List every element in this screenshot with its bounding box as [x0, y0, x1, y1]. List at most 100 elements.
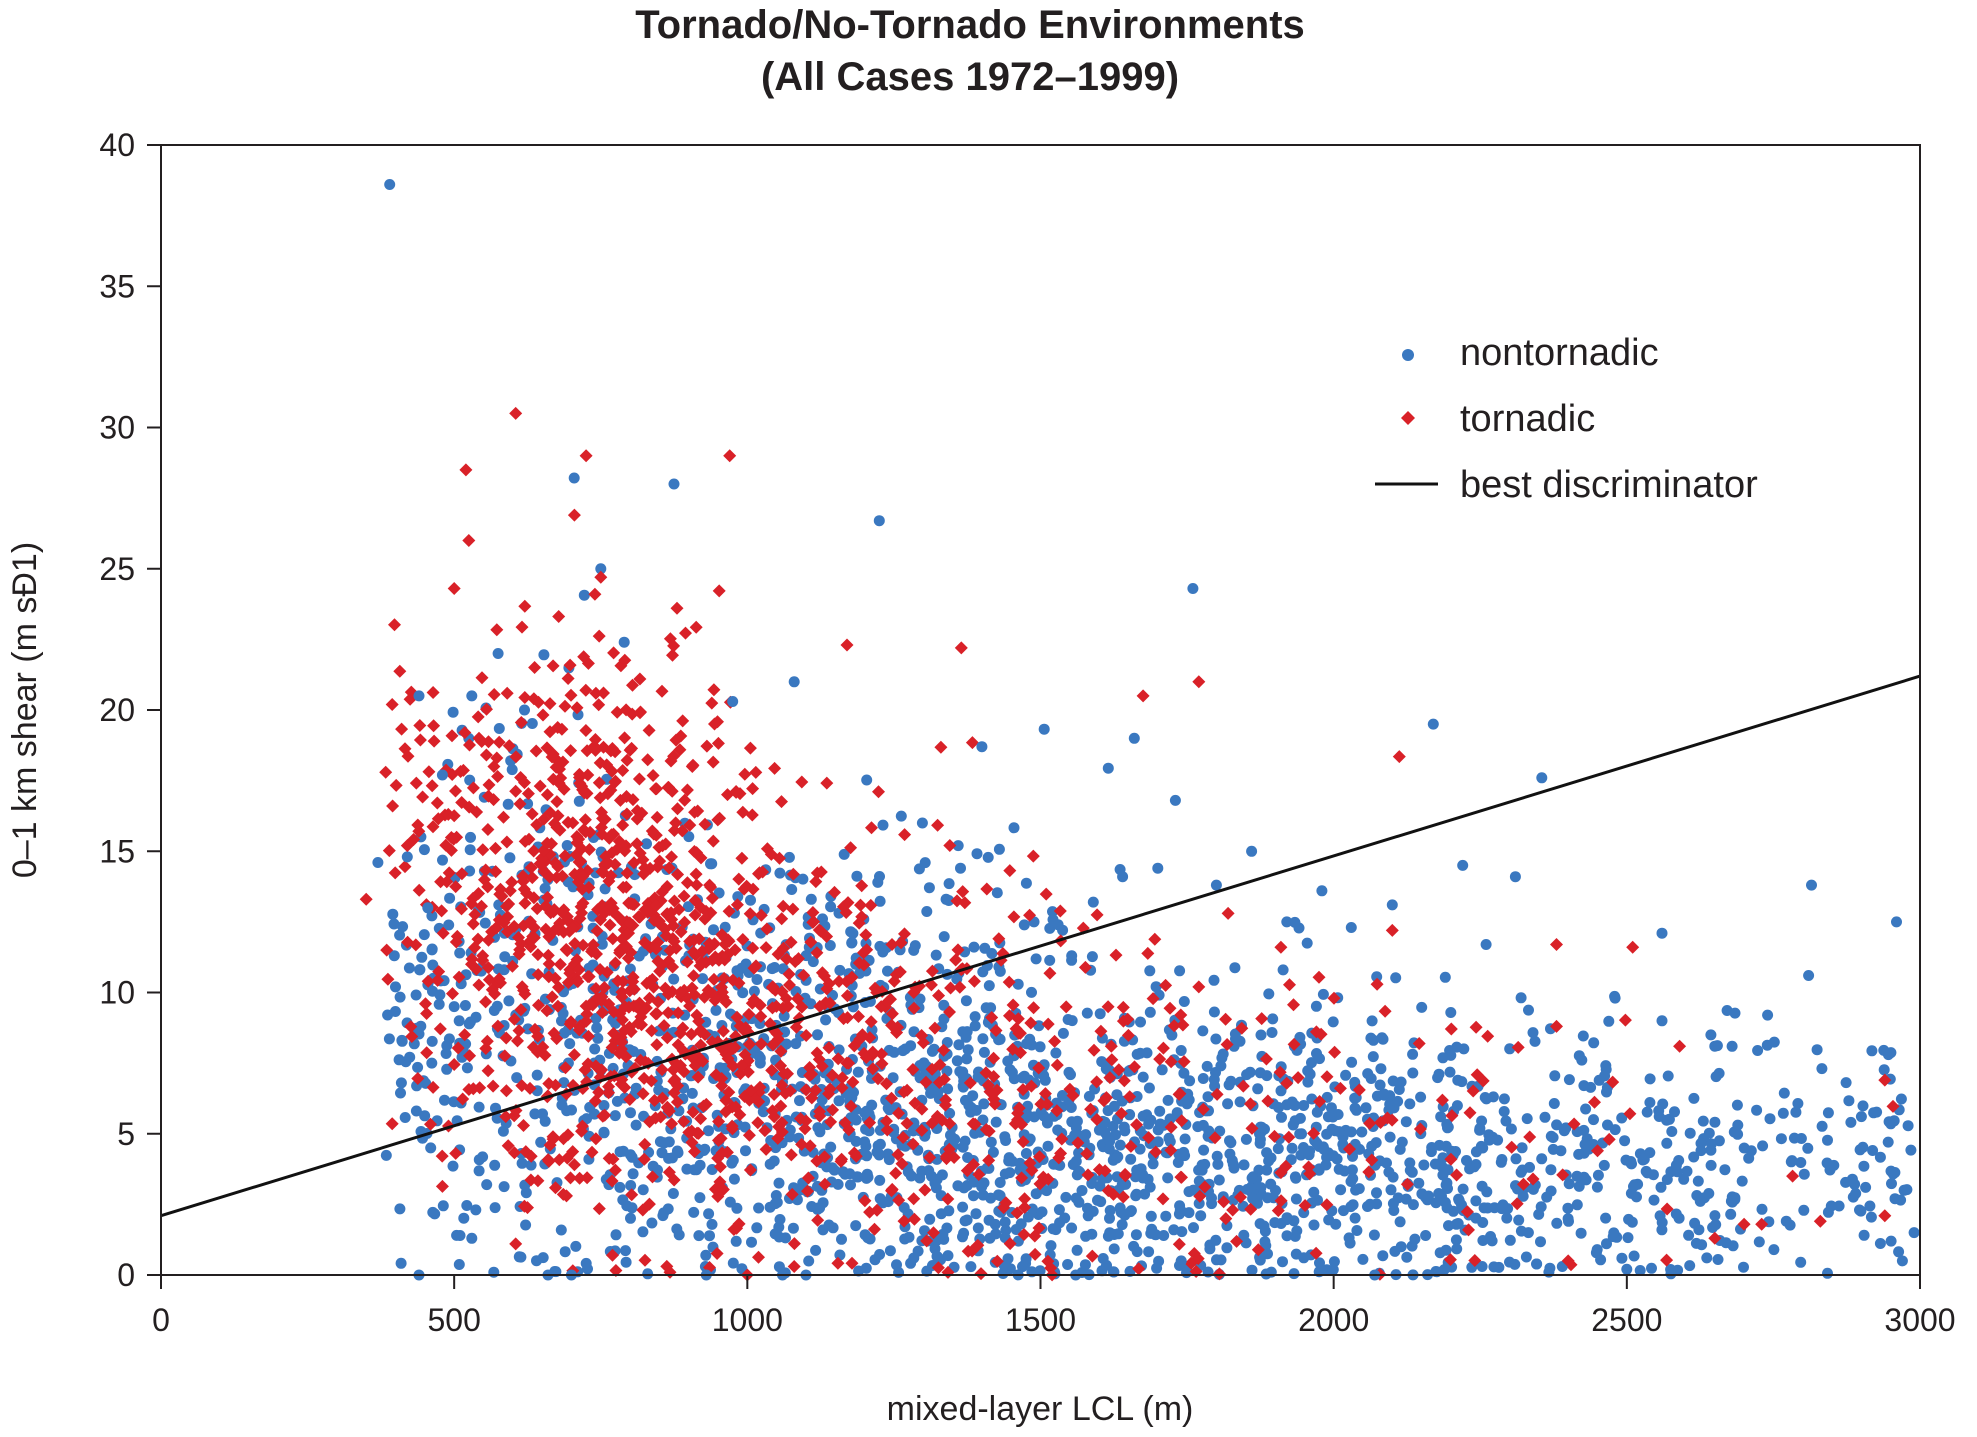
nontornadic-point	[1505, 1123, 1517, 1135]
nontornadic-point	[403, 962, 415, 974]
tornadic-point	[575, 906, 589, 920]
nontornadic-point	[753, 1202, 765, 1214]
tornadic-point	[454, 765, 468, 778]
nontornadic-point	[1786, 1155, 1798, 1167]
nontornadic-point	[620, 1245, 631, 1257]
nontornadic-point	[419, 1110, 431, 1122]
nontornadic-point	[938, 931, 950, 943]
tornadic-point	[859, 1051, 873, 1064]
tornadic-point	[459, 463, 473, 477]
tornadic-point	[398, 742, 412, 756]
nontornadic-point	[977, 966, 989, 978]
tornadic-point	[1101, 1000, 1115, 1014]
nontornadic-point	[473, 1154, 485, 1166]
nontornadic-point	[380, 1149, 392, 1161]
tornadic-point	[720, 1145, 734, 1159]
tornadic-point	[1400, 1177, 1414, 1191]
nontornadic-point	[1563, 1215, 1574, 1227]
tornadic-point	[1550, 938, 1563, 951]
nontornadic-point	[794, 1095, 805, 1107]
nontornadic-point	[1162, 1094, 1174, 1106]
tornadic-point	[983, 1085, 997, 1099]
nontornadic-point	[1445, 1007, 1457, 1018]
tornadic-point	[961, 1244, 975, 1258]
tornadic-point	[689, 620, 703, 634]
nontornadic-point	[1628, 1250, 1640, 1262]
nontornadic-point	[1281, 916, 1293, 928]
nontornadic-point	[1420, 1230, 1432, 1241]
tornadic-point	[756, 865, 770, 879]
nontornadic-point	[952, 840, 964, 852]
tornadic-point	[760, 922, 774, 936]
tornadic-point	[382, 844, 396, 858]
tornadic-point	[818, 1150, 832, 1164]
tornadic-point	[1283, 978, 1296, 992]
tornadic-point	[715, 928, 729, 942]
nontornadic-point	[1442, 1122, 1453, 1134]
nontornadic-point	[433, 998, 445, 1010]
nontornadic-point	[1099, 1126, 1111, 1138]
tornadic-point	[476, 949, 490, 963]
nontornadic-point	[1325, 1102, 1337, 1114]
nontornadic-point	[1375, 1063, 1387, 1075]
nontornadic-point	[1143, 1246, 1155, 1258]
tornadic-point	[527, 844, 541, 858]
tornadic-point	[576, 869, 590, 883]
tornadic-point	[379, 765, 393, 779]
nontornadic-point	[877, 819, 889, 831]
tornadic-point	[395, 722, 409, 736]
nontornadic-point	[1066, 1015, 1078, 1027]
tornadic-point	[928, 1021, 942, 1035]
tornadic-point	[1273, 1065, 1287, 1079]
nontornadic-point	[1865, 1211, 1877, 1223]
nontornadic-point	[1726, 1040, 1738, 1052]
tornadic-point	[655, 885, 669, 899]
tornadic-point	[512, 947, 526, 961]
tornadic-point	[803, 1069, 817, 1082]
tornadic-point	[1287, 1037, 1301, 1051]
nontornadic-point	[1415, 1091, 1427, 1103]
tornadic-point	[1163, 1001, 1177, 1015]
nontornadic-point	[1400, 1116, 1412, 1128]
nontornadic-point	[1137, 1071, 1149, 1083]
nontornadic-point	[1269, 1217, 1281, 1229]
nontornadic-point	[836, 1233, 847, 1245]
tornadic-point	[813, 999, 827, 1013]
nontornadic-point	[732, 891, 744, 903]
nontornadic-point	[1160, 1210, 1172, 1222]
nontornadic-point	[1634, 1265, 1646, 1276]
nontornadic-point	[960, 995, 972, 1007]
nontornadic-point	[1289, 916, 1301, 928]
tornadic-point	[649, 899, 663, 912]
tornadic-point	[552, 776, 566, 790]
nontornadic-point	[1477, 1217, 1489, 1228]
tornadic-point	[751, 1116, 765, 1130]
tornadic-point	[752, 1250, 765, 1264]
tornadic-point	[1378, 1004, 1392, 1018]
tornadic-point	[1462, 1223, 1475, 1237]
tornadic-point	[1226, 1203, 1240, 1217]
tornadic-point	[546, 659, 560, 673]
tornadic-point	[494, 882, 507, 896]
nontornadic-point	[1281, 1230, 1293, 1242]
nontornadic-point	[877, 946, 889, 958]
tornadic-point	[507, 1146, 521, 1160]
nontornadic-point	[642, 1268, 654, 1280]
nontornadic-point	[1828, 1159, 1840, 1171]
nontornadic-point	[1795, 1256, 1807, 1268]
nontornadic-point	[957, 1141, 969, 1153]
tornadic-point	[563, 1017, 577, 1031]
tornadic-point	[424, 1117, 437, 1131]
tornadic-point	[931, 818, 945, 832]
nontornadic-point	[1045, 1240, 1057, 1252]
tornadic-point	[677, 1065, 691, 1079]
tornadic-point	[679, 626, 692, 640]
tornadic-point	[662, 861, 676, 875]
nontornadic-point	[814, 983, 826, 995]
tornadic-point	[1886, 1099, 1900, 1113]
nontornadic-point	[1327, 1264, 1339, 1276]
tornadic-point	[880, 1114, 893, 1128]
tornadic-point	[1156, 1192, 1170, 1206]
nontornadic-point	[557, 1008, 569, 1019]
